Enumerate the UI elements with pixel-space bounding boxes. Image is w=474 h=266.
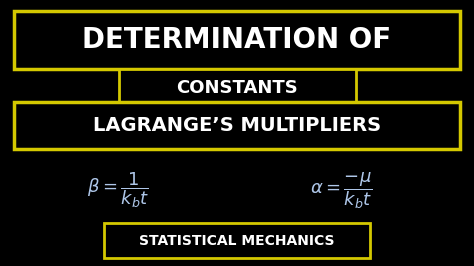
Text: DETERMINATION OF: DETERMINATION OF — [82, 26, 392, 54]
FancyBboxPatch shape — [118, 69, 356, 108]
Text: $\beta = \dfrac{1}{k_b t}$: $\beta = \dfrac{1}{k_b t}$ — [87, 170, 150, 210]
Text: LAGRANGE’S MULTIPLIERS: LAGRANGE’S MULTIPLIERS — [93, 116, 381, 135]
Text: STATISTICAL MECHANICS: STATISTICAL MECHANICS — [139, 234, 335, 248]
Text: $\alpha = \dfrac{-\mu}{k_b t}$: $\alpha = \dfrac{-\mu}{k_b t}$ — [310, 170, 373, 210]
Text: CONSTANTS: CONSTANTS — [176, 80, 298, 97]
FancyBboxPatch shape — [14, 11, 460, 69]
FancyBboxPatch shape — [104, 223, 370, 258]
FancyBboxPatch shape — [14, 102, 460, 149]
